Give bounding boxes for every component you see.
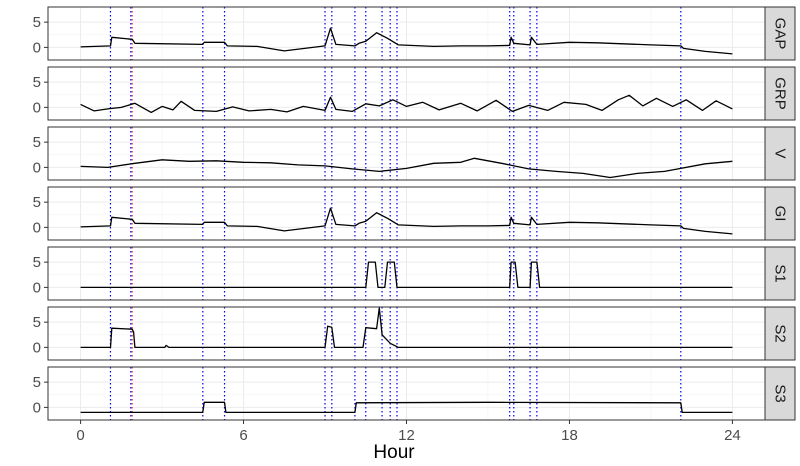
series-line-gap (80, 27, 733, 55)
y-tick-label: 0 (33, 39, 41, 56)
series-line-gi (80, 207, 733, 235)
panel-v: 0 5 V (33, 126, 796, 181)
y-tick-label: 5 (33, 254, 41, 271)
y-tick-label: 0 (33, 339, 41, 356)
x-tick-label: 12 (398, 427, 415, 444)
y-tick-label: 0 (33, 219, 41, 236)
facet-strip-label: V (772, 148, 789, 158)
y-tick-label: 5 (33, 314, 41, 331)
x-tick-label: 24 (724, 427, 741, 444)
facet-strip (764, 306, 796, 361)
facet-strip (764, 366, 796, 421)
series-line-s3 (80, 401, 733, 414)
facet-strip-label: S2 (772, 324, 789, 342)
panel-s1: 0 5 S1 (33, 246, 796, 301)
panel-s2: 0 5 S2 (33, 306, 796, 361)
y-tick-label: 0 (33, 99, 41, 116)
series-line-s1 (80, 261, 733, 289)
panels-layer: 0 5 GAP 0 5 GRP 0 5 V 0 5 GI 0 5 S1 0 5 S2 0 5 S3 (33, 6, 796, 421)
panel-gap: 0 5 GAP (33, 6, 796, 61)
facet-strip (764, 126, 796, 181)
facet-strip (764, 186, 796, 241)
y-tick-label: 5 (33, 14, 41, 31)
panel-s3: 0 5 S3 (33, 366, 796, 421)
facet-strip-label: GRP (772, 77, 789, 110)
facet-strip (764, 66, 796, 121)
facet-strip-label: GAP (772, 18, 789, 50)
y-tick-label: 0 (33, 279, 41, 296)
series-line-v (80, 157, 733, 179)
y-tick-label: 0 (33, 159, 41, 176)
series-line-s2 (80, 307, 733, 349)
y-tick-label: 5 (33, 194, 41, 211)
panel-gi: 0 5 GI (33, 186, 796, 241)
y-tick-label: 5 (33, 74, 41, 91)
series-line-grp (80, 94, 733, 114)
facet-strip-label: GI (772, 206, 789, 222)
x-axis-title: Hour (373, 442, 415, 463)
x-tick-label: 0 (76, 427, 84, 444)
facet-strip (764, 246, 796, 301)
x-axis: 0 6 12 18 24 (76, 420, 741, 444)
y-tick-label: 5 (33, 374, 41, 391)
facet-strip (764, 6, 796, 61)
x-tick-label: 18 (561, 427, 578, 444)
y-tick-label: 5 (33, 134, 41, 151)
x-tick-label: 6 (239, 427, 247, 444)
panel-grp: 0 5 GRP (33, 66, 796, 121)
y-tick-label: 0 (33, 399, 41, 416)
facet-strip-label: S3 (772, 384, 789, 402)
facet-strip-label: S1 (772, 264, 789, 282)
